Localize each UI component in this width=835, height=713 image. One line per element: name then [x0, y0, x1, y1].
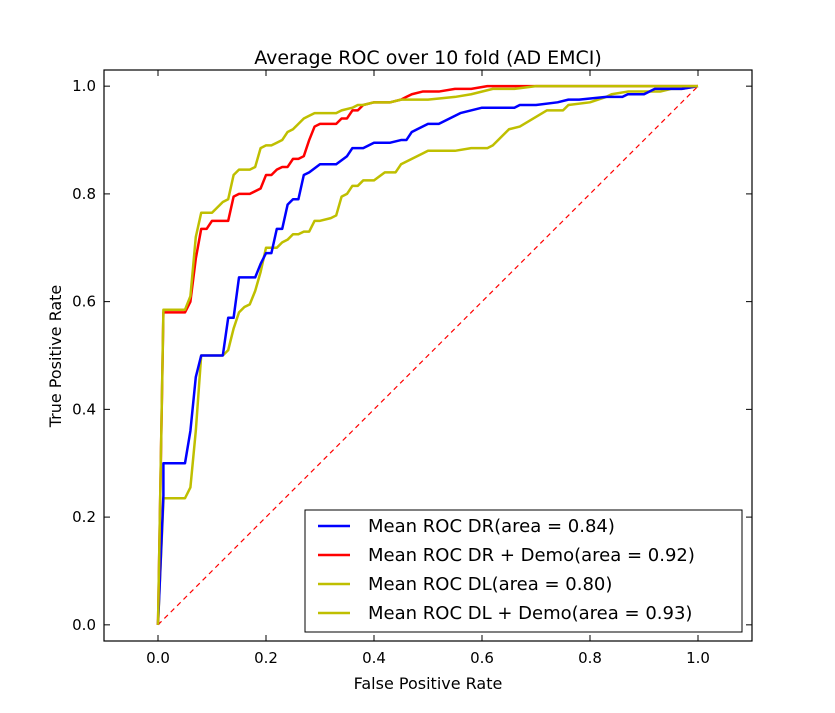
legend-entries: Mean ROC DR(area = 0.84) Mean ROC DR + De…: [318, 516, 695, 624]
y-tick-label: 0.4: [72, 400, 96, 418]
x-tick-label: 0.6: [470, 649, 494, 667]
legend-box: [304, 509, 743, 633]
x-tick-label: 0.8: [578, 649, 602, 667]
x-axis-label: False Positive Rate: [354, 674, 503, 693]
legend-label: Mean ROC DR + Demo(area = 0.92): [368, 545, 695, 566]
tick-layer: 0.0 0.2 0.4 0.6 0.8 1.0 0.0 0.2 0.4 0.6 0.8 1.0: [72, 70, 752, 667]
x-tick-label: 0.4: [362, 649, 386, 667]
y-tick-label: 0.6: [72, 293, 96, 311]
y-tick-label: 0.0: [72, 616, 96, 634]
series-line-1: [156, 84, 698, 625]
series-line-2: [156, 84, 699, 625]
legend-label: Mean ROC DL + Demo(area = 0.93): [368, 603, 692, 624]
x-tick-label: 1.0: [686, 649, 710, 667]
plot-frame: [103, 69, 753, 642]
y-axis-label: True Positive Rate: [46, 285, 65, 429]
plot-area: 0.0 0.2 0.4 0.6 0.8 1.0 0.0 0.2 0.4 0.6 0.8 1.0: [72, 69, 753, 667]
series-line-3: [156, 84, 698, 625]
legend-label: Mean ROC DL(area = 0.80): [368, 574, 612, 595]
legend-label: Mean ROC DR(area = 0.84): [368, 516, 615, 537]
chart-title: Average ROC over 10 fold (AD EMCI): [254, 47, 602, 69]
series-line-0: [156, 84, 699, 625]
y-tick-label: 1.0: [72, 77, 96, 95]
x-tick-label: 0.0: [146, 649, 170, 667]
y-tick-label: 0.8: [72, 185, 96, 203]
y-tick-label: 0.2: [72, 508, 96, 526]
chance-diagonal-line: [157, 85, 699, 626]
x-tick-label: 0.2: [254, 649, 278, 667]
series-layer: [156, 84, 699, 626]
legend: Mean ROC DR(area = 0.84) Mean ROC DR + De…: [304, 509, 743, 633]
